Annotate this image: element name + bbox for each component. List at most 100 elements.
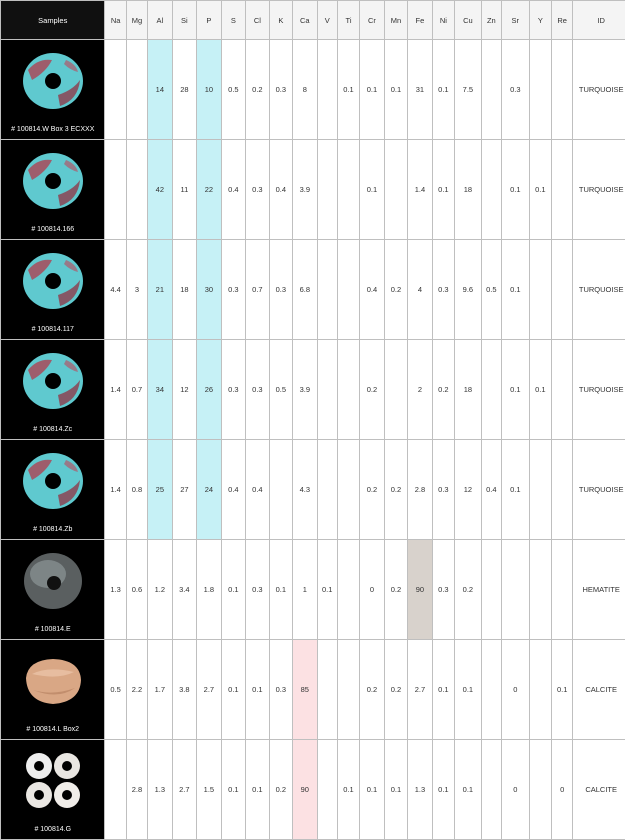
value-cell-cu: 18 (455, 140, 482, 240)
value-cell-mn (384, 340, 407, 440)
sample-cell: # 100814.166 (1, 140, 105, 240)
turquoise-bead-icon (18, 150, 88, 212)
value-cell-al: 25 (148, 440, 173, 540)
value-cell-cu: 18 (455, 340, 482, 440)
value-cell-ni: 0.2 (432, 340, 454, 440)
sample-label: # 100814.E (2, 625, 103, 634)
value-cell-p: 1.8 (197, 540, 222, 640)
value-cell-v (317, 40, 337, 140)
sample-photo (1, 250, 104, 312)
hematite-bead-icon (18, 550, 88, 612)
header-s: S (221, 1, 246, 40)
value-cell-cl: 0.4 (246, 440, 269, 540)
header-ti: Ti (337, 1, 359, 40)
value-cell-sr: 0 (501, 740, 529, 840)
header-cr: Cr (360, 1, 385, 40)
value-cell-fe: 90 (408, 540, 433, 640)
value-cell-k: 0.3 (269, 240, 292, 340)
header-re: Re (552, 1, 573, 40)
value-cell-re (552, 540, 573, 640)
value-cell-sr: 0.1 (501, 240, 529, 340)
value-cell-zn: 0.4 (481, 440, 501, 540)
header-mn: Mn (384, 1, 407, 40)
sample-label: # 100814.Zb (2, 525, 103, 534)
value-cell-k (269, 440, 292, 540)
value-cell-mg: 0.8 (126, 440, 147, 540)
value-cell-y (529, 740, 551, 840)
sample-label: # 100814.G (2, 825, 103, 834)
value-cell-mn: 0.2 (384, 540, 407, 640)
value-cell-p: 24 (197, 440, 222, 540)
calcite-bead-icon (18, 650, 88, 712)
value-cell-ni: 0.1 (432, 140, 454, 240)
value-cell-cr: 0.1 (360, 740, 385, 840)
value-cell-mg (126, 40, 147, 140)
header-k: K (269, 1, 292, 40)
value-cell-ni: 0.3 (432, 240, 454, 340)
sample-cell: # 100814.L Box2 (1, 640, 105, 740)
header-al: Al (148, 1, 173, 40)
value-cell-ni: 0.1 (432, 640, 454, 740)
value-cell-al: 1.2 (148, 540, 173, 640)
value-cell-ti: 0.1 (337, 740, 359, 840)
mineral-id: HEMATITE (582, 585, 619, 594)
value-cell-cr: 0.2 (360, 440, 385, 540)
value-cell-cr: 0 (360, 540, 385, 640)
value-cell-mg: 3 (126, 240, 147, 340)
value-cell-y (529, 440, 551, 540)
value-cell-sr: 0.1 (501, 340, 529, 440)
header-sr: Sr (501, 1, 529, 40)
value-cell-cr: 0.2 (360, 640, 385, 740)
value-cell-v (317, 240, 337, 340)
value-cell-s: 0.3 (221, 240, 246, 340)
sample-label: # 100814.W Box 3 ECXXX (2, 125, 103, 134)
value-cell-re (552, 440, 573, 540)
value-cell-si: 27 (172, 440, 197, 540)
sample-photo (1, 150, 104, 212)
value-cell-v (317, 140, 337, 240)
header-ni: Ni (432, 1, 454, 40)
turquoise-bead-icon (18, 350, 88, 412)
value-cell-sr (501, 540, 529, 640)
value-cell-re (552, 340, 573, 440)
value-cell-s: 0.4 (221, 140, 246, 240)
mineral-id-cell: TURQUOISE (573, 340, 625, 440)
value-cell-cu: 7.5 (455, 40, 482, 140)
sample-label: # 100814.117 (2, 325, 103, 334)
value-cell-re (552, 140, 573, 240)
value-cell-na: 1.4 (105, 340, 126, 440)
value-cell-cu: 0.1 (455, 740, 482, 840)
turquoise-bead-icon (18, 250, 88, 312)
value-cell-cr: 0.1 (360, 140, 385, 240)
value-cell-v (317, 340, 337, 440)
value-cell-mg: 0.6 (126, 540, 147, 640)
header-cu: Cu (455, 1, 482, 40)
value-cell-cl: 0.1 (246, 640, 269, 740)
value-cell-p: 2.7 (197, 640, 222, 740)
value-cell-al: 42 (148, 140, 173, 240)
value-cell-y: 0.1 (529, 140, 551, 240)
value-cell-p: 30 (197, 240, 222, 340)
value-cell-si: 12 (172, 340, 197, 440)
header-si: Si (172, 1, 197, 40)
value-cell-al: 1.7 (148, 640, 173, 740)
mineral-id: TURQUOISE (579, 185, 624, 194)
value-cell-ti (337, 240, 359, 340)
value-cell-cr: 0.1 (360, 40, 385, 140)
value-cell-cl: 0.1 (246, 740, 269, 840)
value-cell-zn (481, 640, 501, 740)
value-cell-k: 0.2 (269, 740, 292, 840)
value-cell-ti (337, 140, 359, 240)
mineral-id: TURQUOISE (579, 85, 624, 94)
value-cell-sr: 0.1 (501, 440, 529, 540)
value-cell-si: 3.8 (172, 640, 197, 740)
value-cell-cl: 0.3 (246, 340, 269, 440)
mineral-id: TURQUOISE (579, 385, 624, 394)
value-cell-y (529, 240, 551, 340)
mineral-id: CALCITE (585, 685, 617, 694)
value-cell-ca: 1 (293, 540, 318, 640)
